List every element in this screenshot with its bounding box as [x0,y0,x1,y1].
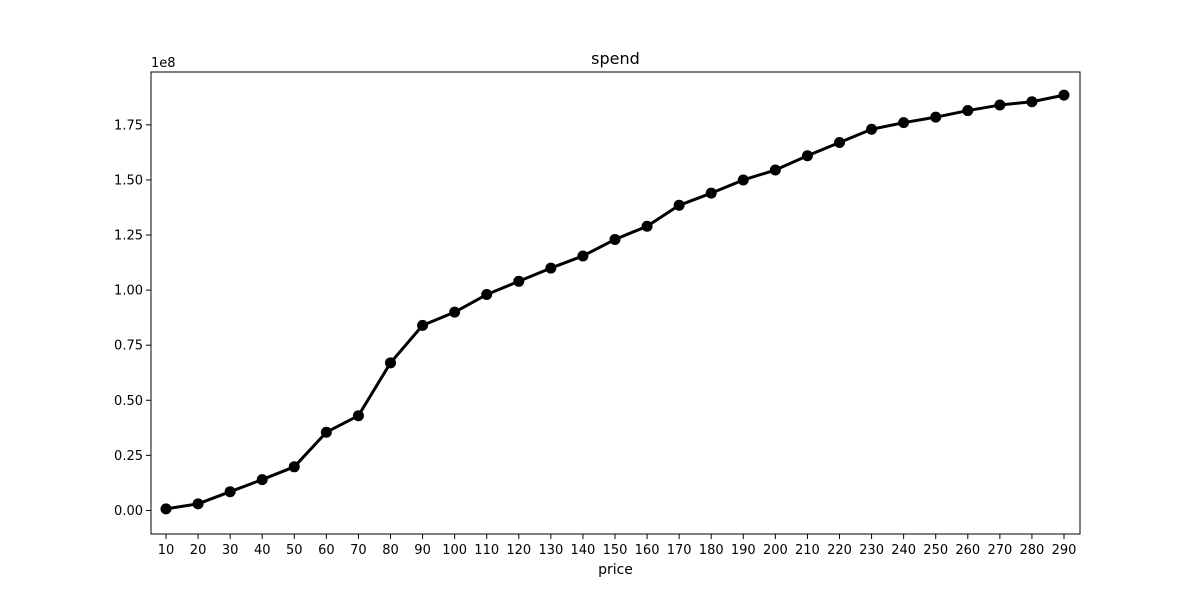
x-tick-label: 230 [859,543,884,558]
x-tick-label: 290 [1052,543,1077,558]
data-point [898,117,910,129]
data-point [641,220,653,232]
data-point [1026,96,1038,108]
data-point [256,474,268,486]
y-tick-label: 0.00 [114,504,143,519]
x-axis: 10 20 30 40 50 60 70 80 90 100 110 120 130 140 150 160 1… [158,534,1077,558]
data-point [994,99,1006,111]
data-point [288,461,300,473]
data-point [962,105,974,117]
x-tick-label: 220 [827,543,852,558]
x-tick-label: 140 [571,543,596,558]
x-tick-label: 260 [955,543,980,558]
y-axis: 0.00 0.25 0.50 0.75 1.00 1.25 1.50 1.75 [114,118,151,519]
data-point [192,498,204,510]
y-tick-label: 1.25 [114,229,143,244]
data-point [224,486,236,498]
data-point [673,199,685,211]
x-tick-label: 250 [923,543,948,558]
data-point [545,262,557,274]
x-tick-label: 160 [635,543,660,558]
x-tick-label: 70 [350,543,367,558]
y-tick-label: 0.25 [114,449,143,464]
x-tick-label: 20 [190,543,207,558]
data-point [737,174,749,186]
x-tick-label: 270 [987,543,1012,558]
data-point [769,164,781,176]
data-point [385,357,396,369]
y-tick-label: 1.50 [114,173,143,188]
data-point [513,275,525,287]
x-tick-label: 40 [254,543,271,558]
data-point [834,137,845,149]
y-tick-label: 1.00 [114,284,143,299]
data-point [449,306,461,318]
x-tick-label: 170 [667,543,692,558]
data-point [866,123,878,135]
series-line [165,93,1065,511]
data-point [481,289,493,301]
data-point [1058,89,1070,101]
x-tick-label: 280 [1020,543,1045,558]
y-tick-label: 1.75 [114,118,143,133]
plot-area [160,89,1070,515]
x-tick-label: 190 [731,543,756,558]
x-axis-label: price [598,562,633,578]
x-tick-label: 90 [414,543,431,558]
x-tick-label: 80 [382,543,399,558]
y-offset-label: 1e8 [151,56,176,71]
data-point [705,187,717,199]
x-tick-label: 110 [474,543,499,558]
x-tick-label: 100 [442,543,467,558]
x-tick-label: 200 [763,543,788,558]
data-point [160,503,172,515]
data-point [417,319,429,331]
x-tick-label: 50 [286,543,303,558]
data-point [320,426,332,438]
x-tick-label: 60 [318,543,335,558]
data-point [352,410,364,422]
x-tick-label: 180 [699,543,724,558]
x-tick-label: 210 [795,543,820,558]
x-tick-label: 150 [603,543,628,558]
data-point [577,250,589,262]
x-tick-label: 30 [222,543,239,558]
x-tick-label: 240 [891,543,916,558]
x-tick-label: 10 [158,543,175,558]
x-tick-label: 130 [538,543,563,558]
data-point [930,111,942,123]
x-tick-label: 120 [506,543,531,558]
data-point [801,150,813,162]
y-tick-label: 0.75 [114,339,143,354]
y-tick-label: 0.50 [114,394,143,409]
chart-title: spend [591,49,640,68]
data-point [609,233,621,245]
